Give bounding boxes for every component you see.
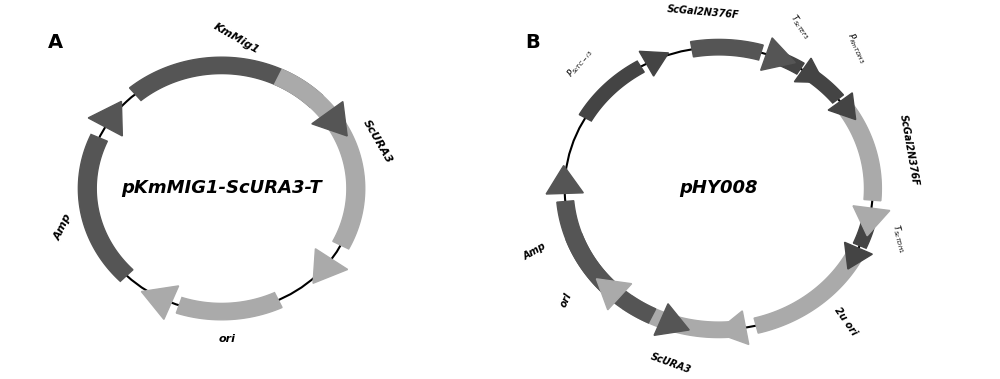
- Text: ScURA3: ScURA3: [361, 119, 394, 166]
- Text: ScURA3: ScURA3: [650, 351, 693, 375]
- Text: ori: ori: [219, 334, 236, 344]
- Text: A: A: [48, 33, 63, 52]
- Text: $P_{KmTDH3}$: $P_{KmTDH3}$: [844, 30, 869, 65]
- Polygon shape: [88, 101, 122, 136]
- Polygon shape: [845, 242, 872, 269]
- Text: KmMig1: KmMig1: [211, 22, 260, 56]
- Text: 2u ori: 2u ori: [832, 305, 859, 337]
- Text: Amp: Amp: [522, 241, 548, 262]
- Polygon shape: [312, 102, 347, 136]
- Polygon shape: [754, 249, 864, 333]
- Text: $T_{ScTDH1}$: $T_{ScTDH1}$: [889, 223, 909, 255]
- Polygon shape: [596, 279, 632, 310]
- Polygon shape: [803, 67, 843, 103]
- Polygon shape: [853, 212, 877, 248]
- Text: ScGal2N376F: ScGal2N376F: [666, 4, 739, 20]
- Text: pHY008: pHY008: [680, 180, 758, 197]
- Polygon shape: [176, 293, 282, 320]
- Polygon shape: [78, 135, 133, 281]
- Polygon shape: [794, 58, 824, 83]
- Polygon shape: [828, 93, 856, 120]
- Polygon shape: [557, 201, 616, 294]
- Polygon shape: [313, 249, 348, 283]
- Text: pKmMIG1-ScURA3-T: pKmMIG1-ScURA3-T: [121, 180, 322, 197]
- Polygon shape: [275, 69, 365, 249]
- Text: $P_{ScTC-i3}$: $P_{ScTC-i3}$: [564, 46, 596, 80]
- Polygon shape: [622, 296, 741, 338]
- Polygon shape: [579, 61, 644, 121]
- Polygon shape: [141, 286, 179, 319]
- Polygon shape: [761, 38, 795, 70]
- Polygon shape: [691, 39, 763, 60]
- Polygon shape: [769, 50, 804, 74]
- Polygon shape: [130, 57, 323, 107]
- Text: ScGal2N376F: ScGal2N376F: [898, 114, 920, 187]
- Polygon shape: [639, 51, 669, 76]
- Polygon shape: [566, 234, 656, 323]
- Text: Amp: Amp: [53, 213, 74, 242]
- Polygon shape: [716, 311, 749, 345]
- Polygon shape: [838, 103, 881, 201]
- Polygon shape: [654, 304, 689, 335]
- Text: orl: orl: [559, 291, 574, 309]
- Text: $T_{ScTEF3}$: $T_{ScTEF3}$: [787, 12, 813, 42]
- Polygon shape: [853, 206, 890, 236]
- Text: B: B: [525, 33, 540, 52]
- Polygon shape: [546, 166, 583, 194]
